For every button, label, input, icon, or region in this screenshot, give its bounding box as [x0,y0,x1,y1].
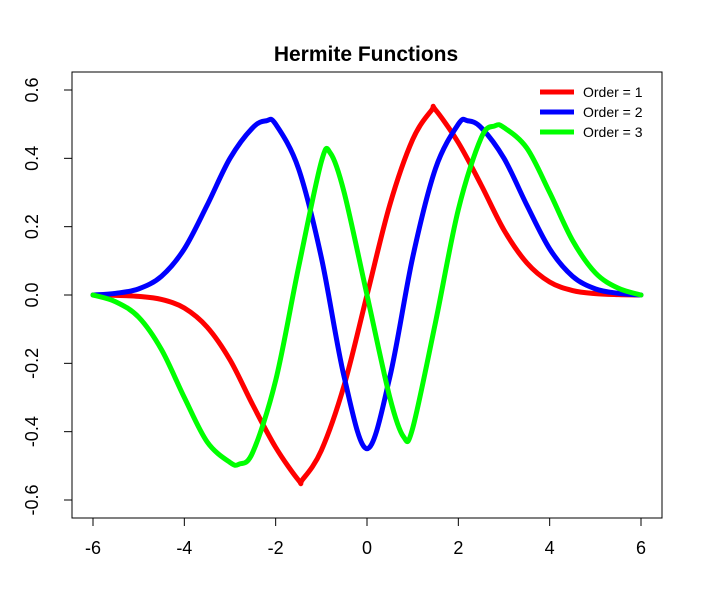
y-tick-label: -0.6 [22,484,42,515]
y-tick-label: 0.2 [22,214,42,239]
y-tick-label: -0.4 [22,416,42,447]
y-tick-label: 0.4 [22,146,42,171]
y-axis: -0.6 -0.4 -0.2 0.0 0.2 0.4 0.6 [22,77,73,516]
series-line-order-3 [90,122,644,468]
y-tick-label: -0.2 [22,348,42,379]
series-layer [90,103,644,487]
x-tick-label: 4 [545,538,555,558]
x-tick-label: -2 [268,538,284,558]
y-tick-label: 0.6 [22,77,42,102]
x-axis: -6 -4 -2 0 2 4 6 [85,517,646,558]
x-tick-label: 0 [362,538,372,558]
chart-title: Hermite Functions [274,43,458,66]
series-line-order-2 [90,116,644,452]
legend-label-order-3: Order = 3 [583,124,643,140]
legend-label-order-1: Order = 1 [583,84,643,100]
y-tick-label: 0.0 [22,282,42,307]
x-tick-label: -6 [85,538,101,558]
x-tick-label: 2 [453,538,463,558]
x-tick-label: -4 [176,538,192,558]
x-tick-label: 6 [636,538,646,558]
legend-label-order-2: Order = 2 [583,104,643,120]
legend: Order = 1 Order = 2 Order = 3 [540,84,643,140]
